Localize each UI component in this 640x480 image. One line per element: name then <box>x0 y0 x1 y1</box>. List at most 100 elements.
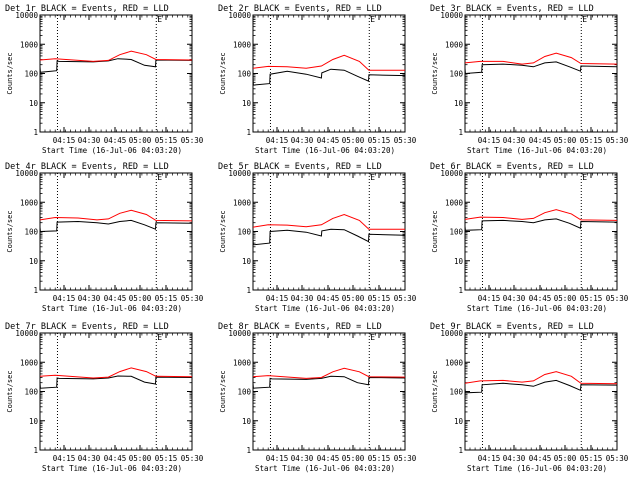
y-tick-label: 1 <box>33 286 38 295</box>
x-tick-label: 04:30 <box>78 294 101 303</box>
y-tick-label: 10 <box>242 99 252 108</box>
y-axis-label: Counts/sec <box>6 370 14 412</box>
plot-frame <box>464 332 618 451</box>
x-tick-label: 04:15 <box>478 136 501 145</box>
x-tick-label: 04:45 <box>317 454 340 463</box>
x-tick-label: 04:30 <box>291 294 314 303</box>
panel-det-4r: Det 4r BLACK = Events, RED = LLD 1 10 100 10… <box>5 162 204 313</box>
y-tick-label: 100 <box>449 70 463 79</box>
x-tick-label: 04:30 <box>78 454 101 463</box>
x-tick-label: 05:30 <box>606 454 629 463</box>
series-line-lld <box>464 371 618 385</box>
x-tick-label: 04:15 <box>53 136 76 145</box>
y-tick-label: 1 <box>33 128 38 137</box>
x-tick-label: 04:45 <box>104 136 127 145</box>
x-tick-label: 04:15 <box>266 294 289 303</box>
panel-title: Det 5r BLACK = Events, RED = LLD <box>218 162 382 172</box>
x-tick-label: 05:15 <box>368 136 391 145</box>
series-line-lld <box>464 209 618 221</box>
attenuator-marker: E <box>582 15 587 24</box>
y-tick-label: 100 <box>24 70 38 79</box>
y-axis-label: Counts/sec <box>431 370 439 412</box>
y-tick-label: 10 <box>454 257 464 266</box>
x-axis-label: Start Time (16-Jul-06 04:03:20) <box>42 464 182 473</box>
y-tick-label: 10000 <box>228 329 251 338</box>
panel-title: Det 3r BLACK = Events, RED = LLD <box>430 4 594 14</box>
series-line-events <box>39 219 193 233</box>
x-tick-label: 05:30 <box>394 454 417 463</box>
x-axis-label: Start Time (16-Jul-06 04:03:20) <box>42 146 182 155</box>
x-tick-label: 04:30 <box>78 136 101 145</box>
panel-det-7r: Det 7r BLACK = Events, RED = LLD 1 10 100 10… <box>5 322 204 473</box>
panel-det-2r: Det 2r BLACK = Events, RED = LLD 1 10 100 10… <box>218 4 417 155</box>
x-tick-label: 04:30 <box>291 454 314 463</box>
y-tick-label: 1 <box>246 286 251 295</box>
panel-title: Det 7r BLACK = Events, RED = LLD <box>5 322 169 332</box>
plot-frame <box>39 172 193 291</box>
series-line-events <box>464 379 618 394</box>
y-tick-label: 10 <box>29 417 39 426</box>
attenuator-marker: E <box>157 173 162 182</box>
y-tick-label: 1000 <box>20 198 39 207</box>
y-tick-label: 1000 <box>445 198 464 207</box>
attenuator-marker: E <box>370 15 375 24</box>
panel-det-5r: Det 5r BLACK = Events, RED = LLD 1 10 100 10… <box>218 162 417 313</box>
y-tick-label: 1000 <box>233 198 252 207</box>
series-line-lld <box>39 367 193 379</box>
x-tick-label: 05:30 <box>181 294 204 303</box>
x-tick-label: 05:00 <box>554 454 577 463</box>
y-tick-label: 100 <box>24 228 38 237</box>
x-tick-label: 05:15 <box>368 454 391 463</box>
panel-title: Det 8r BLACK = Events, RED = LLD <box>218 322 382 332</box>
x-tick-label: 04:30 <box>503 294 526 303</box>
attenuator-marker: E <box>370 333 375 342</box>
attenuator-marker: E <box>157 333 162 342</box>
y-tick-label: 100 <box>237 228 251 237</box>
x-tick-label: 04:45 <box>529 136 552 145</box>
y-tick-label: 10 <box>29 99 39 108</box>
y-tick-label: 1 <box>458 286 463 295</box>
x-tick-label: 04:15 <box>478 294 501 303</box>
x-tick-label: 05:30 <box>181 454 204 463</box>
panel-title: Det 1r BLACK = Events, RED = LLD <box>5 4 169 14</box>
y-tick-label: 1000 <box>445 40 464 49</box>
x-tick-label: 04:30 <box>291 136 314 145</box>
plot-frame <box>464 172 618 291</box>
attenuator-marker: E <box>582 333 587 342</box>
y-tick-label: 1 <box>33 446 38 455</box>
x-axis-label: Start Time (16-Jul-06 04:03:20) <box>255 464 395 473</box>
panel-det-9r: Det 9r BLACK = Events, RED = LLD 1 10 100 10… <box>430 322 629 473</box>
x-axis-label: Start Time (16-Jul-06 04:03:20) <box>255 304 395 313</box>
x-tick-label: 05:30 <box>394 136 417 145</box>
x-tick-label: 05:00 <box>129 454 152 463</box>
y-tick-label: 10000 <box>440 11 463 20</box>
x-tick-label: 05:00 <box>554 294 577 303</box>
y-tick-label: 10000 <box>440 329 463 338</box>
x-tick-label: 05:15 <box>580 454 603 463</box>
x-tick-label: 05:00 <box>342 294 365 303</box>
x-tick-label: 05:00 <box>342 454 365 463</box>
series-line-lld <box>39 50 193 62</box>
y-axis-label: Counts/sec <box>219 370 227 412</box>
y-tick-label: 1 <box>458 446 463 455</box>
x-tick-label: 04:15 <box>53 454 76 463</box>
panel-det-1r: Det 1r BLACK = Events, RED = LLD 1 10 100 10… <box>5 4 204 155</box>
y-tick-label: 100 <box>449 228 463 237</box>
x-axis-label: Start Time (16-Jul-06 04:03:20) <box>467 146 607 155</box>
panel-title: Det 4r BLACK = Events, RED = LLD <box>5 162 169 172</box>
plot-frame <box>39 14 193 133</box>
series-line-lld <box>252 367 406 379</box>
y-tick-label: 1000 <box>233 358 252 367</box>
series-line-events <box>39 58 193 73</box>
x-tick-label: 04:15 <box>266 454 289 463</box>
y-tick-label: 1000 <box>233 40 252 49</box>
x-tick-label: 05:15 <box>155 294 178 303</box>
y-tick-label: 10 <box>454 417 464 426</box>
series-line-events <box>464 61 618 75</box>
y-tick-label: 1000 <box>20 40 39 49</box>
y-axis-label: Counts/sec <box>219 52 227 94</box>
x-tick-label: 04:45 <box>104 294 127 303</box>
x-tick-label: 05:15 <box>155 454 178 463</box>
y-tick-label: 100 <box>237 388 251 397</box>
